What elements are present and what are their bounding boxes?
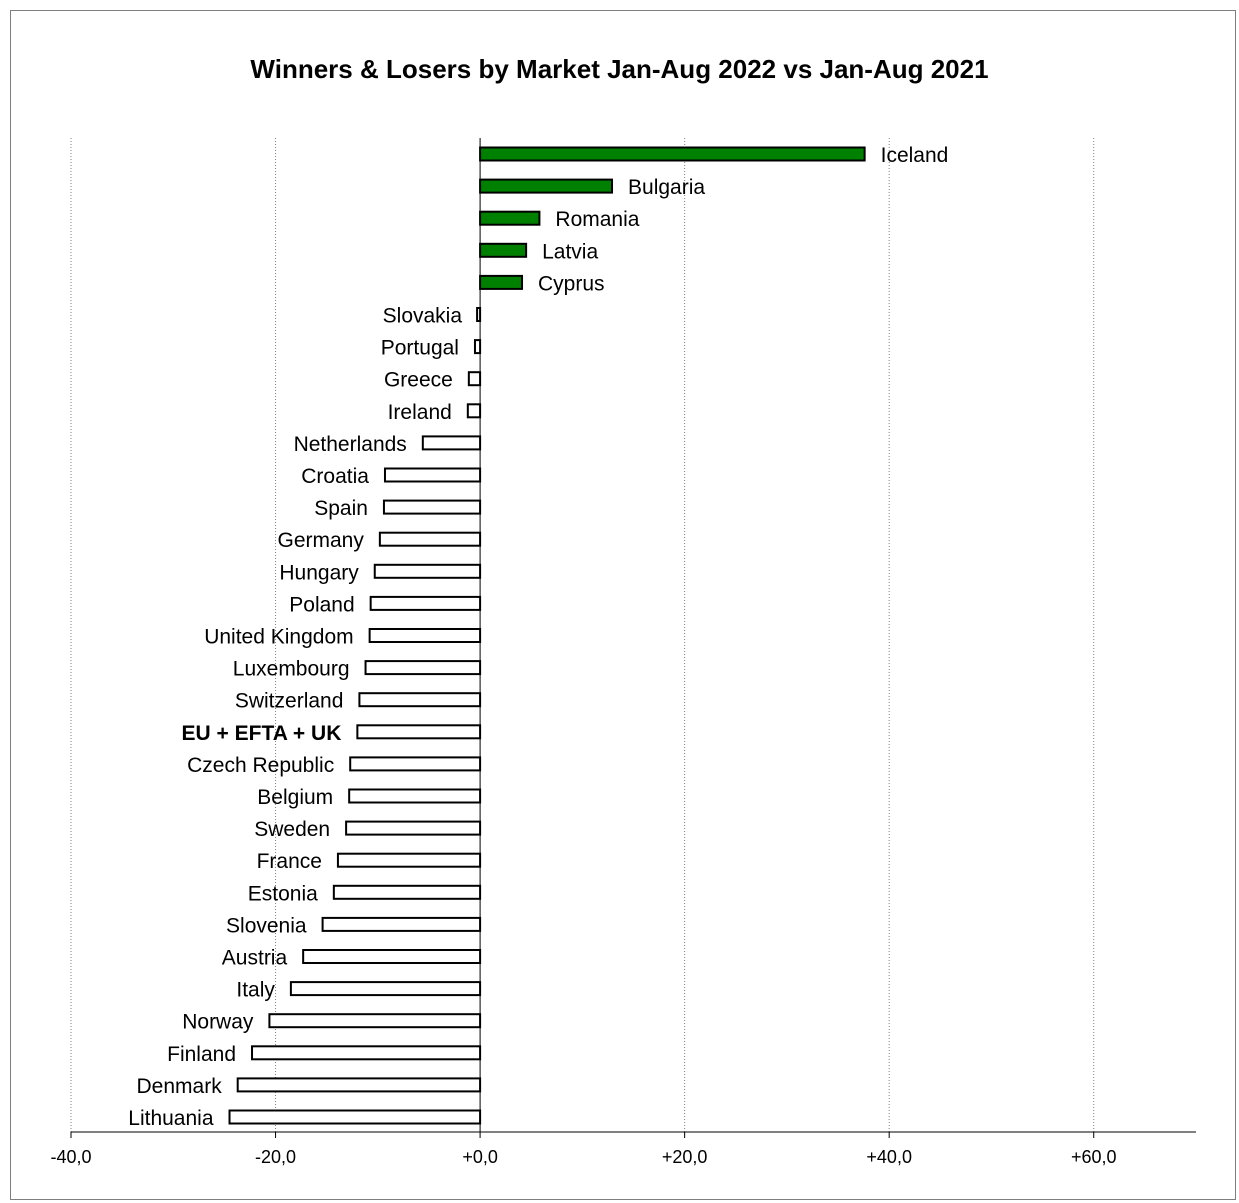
category-label-slovenia: Slovenia xyxy=(226,914,307,937)
category-label-slovakia: Slovakia xyxy=(383,305,463,328)
bar-belgium xyxy=(348,788,482,804)
category-label-latvia: Latvia xyxy=(542,240,598,263)
category-label-germany: Germany xyxy=(278,529,365,552)
bar-eu-efta-uk xyxy=(356,724,482,740)
bar-poland xyxy=(369,595,482,611)
chart-frame xyxy=(10,10,1236,1200)
category-label-iceland: Iceland xyxy=(881,144,949,167)
category-label-austria: Austria xyxy=(222,947,288,970)
bar-portugal xyxy=(473,339,482,355)
x-tick-label-1: -20,0 xyxy=(255,1147,296,1167)
bar-czech-republic xyxy=(349,756,482,772)
bar-france xyxy=(336,852,482,868)
category-label-romania: Romania xyxy=(555,208,639,231)
bar-greece xyxy=(467,371,482,387)
category-label-united-kingdom: United Kingdom xyxy=(204,626,353,649)
bar-latvia xyxy=(479,242,528,258)
category-label-cyprus: Cyprus xyxy=(538,272,605,295)
bar-austria xyxy=(302,949,482,964)
bar-germany xyxy=(378,531,482,547)
x-tick-label-5: +60,0 xyxy=(1071,1147,1117,1167)
category-label-eu-efta-uk: EU + EFTA + UK xyxy=(182,722,342,745)
x-tick-label-3: +20,0 xyxy=(662,1147,708,1167)
category-label-czech-republic: Czech Republic xyxy=(187,754,334,777)
category-label-spain: Spain xyxy=(314,497,368,520)
bar-cyprus xyxy=(479,274,524,290)
bar-finland xyxy=(251,1045,482,1061)
category-label-greece: Greece xyxy=(384,369,453,392)
category-label-estonia: Estonia xyxy=(248,882,318,905)
bar-norway xyxy=(268,1013,482,1029)
category-label-switzerland: Switzerland xyxy=(235,690,344,713)
bar-hungary xyxy=(373,563,482,579)
bar-lithuania xyxy=(228,1109,482,1125)
bar-bulgaria xyxy=(479,178,614,194)
category-label-hungary: Hungary xyxy=(279,561,359,584)
bar-spain xyxy=(382,499,482,515)
category-label-denmark: Denmark xyxy=(137,1075,223,1098)
bar-denmark xyxy=(236,1077,482,1093)
category-label-ireland: Ireland xyxy=(388,401,452,424)
bar-netherlands xyxy=(421,435,482,451)
bar-luxembourg xyxy=(364,660,482,676)
x-tick-label-0: -40,0 xyxy=(50,1147,91,1167)
category-label-netherlands: Netherlands xyxy=(294,433,407,456)
bar-sweden xyxy=(345,820,482,836)
category-label-norway: Norway xyxy=(182,1011,254,1034)
bar-italy xyxy=(289,981,482,997)
bar-united-kingdom xyxy=(368,628,482,643)
category-label-poland: Poland xyxy=(289,593,354,616)
x-tick-label-4: +40,0 xyxy=(866,1147,912,1167)
category-label-sweden: Sweden xyxy=(254,818,330,841)
category-label-lithuania: Lithuania xyxy=(128,1107,214,1130)
category-label-luxembourg: Luxembourg xyxy=(233,658,350,681)
x-axis: -40,0 -20,0 +0,0 +20,0 +40,0 +60,0 xyxy=(50,138,1196,1167)
bar-ireland xyxy=(466,403,482,419)
category-label-italy: Italy xyxy=(236,979,275,1002)
chart-title: Winners & Losers by Market Jan-Aug 2022 … xyxy=(250,54,989,84)
category-label-france: France xyxy=(257,850,322,873)
category-labels: Iceland Bulgaria Romania Latvia Cyprus Slovak… xyxy=(128,144,948,1130)
x-tick-label-2: +0,0 xyxy=(462,1147,498,1167)
bar-estonia xyxy=(332,884,482,900)
gridlines xyxy=(70,138,1095,1132)
category-label-finland: Finland xyxy=(167,1043,236,1066)
bar-romania xyxy=(479,210,541,226)
category-label-portugal: Portugal xyxy=(381,337,459,360)
bar-croatia xyxy=(383,467,482,483)
bar-iceland xyxy=(479,146,866,162)
category-label-croatia: Croatia xyxy=(301,465,369,488)
bar-slovenia xyxy=(321,916,482,932)
bar-switzerland xyxy=(358,692,482,708)
category-label-belgium: Belgium xyxy=(257,786,333,809)
category-label-bulgaria: Bulgaria xyxy=(628,176,705,199)
